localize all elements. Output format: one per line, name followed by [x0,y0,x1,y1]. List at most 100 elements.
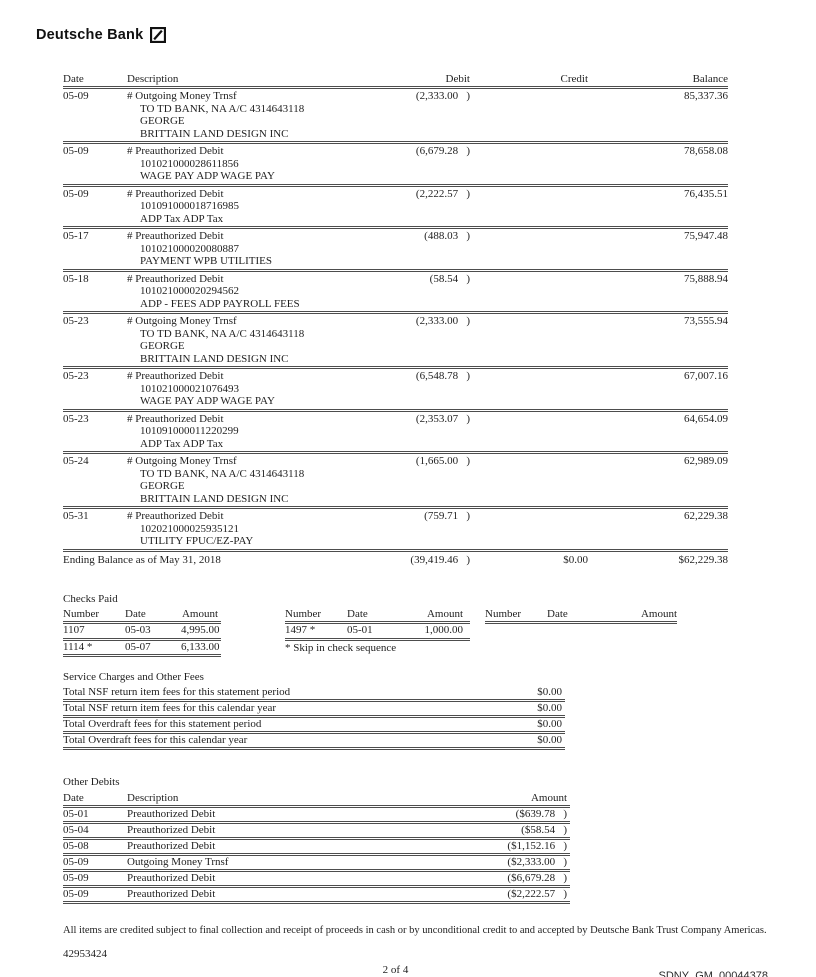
check-sequence-note: * Skip in check sequence [285,641,397,654]
transaction-credit [470,188,588,226]
other-debit-row: 05-01 Preauthorized Debit ($639.78 ) [63,808,570,824]
fee-row: Total Overdraft fees for this statement … [63,718,565,734]
transaction-row: 05-09 # Outgoing Money Trnsf TO TD BANK,… [63,89,728,144]
fee-label: Total NSF return item fees for this stat… [63,686,291,698]
transaction-debit: (6,679.28 ) [415,145,470,157]
transactions-table: Date Description Debit Credit Balance 05… [63,73,728,567]
transaction-type: # Preauthorized Debit [127,370,224,382]
other-debit-row: 05-09 Outgoing Money Trnsf ($2,333.00 ) [63,856,570,872]
other-debits-title: Other Debits [63,776,120,788]
check-date: 05-01 [347,624,373,636]
check-row: 1107 05-03 4,995.00 [63,624,221,641]
check-col-number: Number [63,607,100,620]
service-charges-title: Service Charges and Other Fees [63,671,204,683]
check-col-amount: Amount [640,607,677,620]
transaction-date: 05-23 [63,315,89,327]
transaction-balance: 67,007.16 [684,370,728,382]
transaction-type: # Preauthorized Debit [127,230,224,242]
other-debit-date: 05-09 [63,856,89,868]
transaction-detail: PAYMENT WPB UTILITIES [140,255,273,267]
checks-header-row: Number Date Amount [285,607,470,624]
other-debit-amount: ($1,152.16 ) [507,840,567,852]
other-debit-row: 05-09 Preauthorized Debit ($6,679.28 ) [63,872,570,888]
transaction-debit: (2,333.00 ) [415,90,470,102]
bates-number: SDNY_GM_00044378 [658,970,768,977]
check-col-number: Number [485,607,522,620]
other-debit-row: 05-09 Preauthorized Debit ($2,222.57 ) [63,888,570,904]
transaction-reference: 102021000025935121 [140,522,239,535]
fee-row: Total NSF return item fees for this cale… [63,702,565,718]
deutsche-bank-slash-square-icon [150,27,167,43]
transaction-row: 05-23 # Preauthorized Debit 101091000011… [63,412,728,454]
ending-balance-debit: (39,419.46 ) [410,553,470,566]
other-debit-date: 05-04 [63,824,89,836]
other-debits-section: Other Debits Date Description Amount 05-… [63,776,570,904]
transaction-detail: BRITTAIN LAND DESIGN INC [140,127,289,140]
transaction-description: # Preauthorized Debit 101021000028611856… [127,145,338,183]
fee-amount: $0.00 [537,734,562,746]
transaction-debit: (2,333.00 ) [415,315,470,327]
transaction-balance: 85,337.36 [684,90,728,102]
transaction-balance: 62,229.38 [684,510,728,522]
transaction-date: 05-18 [63,272,89,285]
transaction-row: 05-17 # Preauthorized Debit 101021000020… [63,229,728,272]
check-col-date: Date [125,607,146,620]
other-debit-date: 05-09 [63,888,89,900]
transaction-type: # Outgoing Money Trnsf [127,90,237,102]
page-number: 2 of 4 [382,964,409,976]
transaction-description: # Outgoing Money Trnsf TO TD BANK, NA A/… [127,90,338,140]
transaction-row: 05-23 # Outgoing Money Trnsf TO TD BANK,… [63,314,728,369]
transaction-detail: BRITTAIN LAND DESIGN INC [140,492,289,505]
check-number: 1114 * [63,640,93,653]
ending-balance-row: Ending Balance as of May 31, 2018 (39,41… [63,552,728,567]
check-date: 05-03 [125,624,151,636]
check-amount: 6,133.00 [181,640,220,653]
transaction-debit: (6,548.78 ) [415,370,470,382]
transaction-type: # Preauthorized Debit [127,187,224,200]
transaction-credit [470,413,588,451]
bank-logo: Deutsche Bank [36,25,816,45]
checks-header-row: Number Date Amount [63,607,221,624]
reference-number: 42953424 [63,948,107,960]
transaction-credit [470,145,588,183]
other-debit-description: Preauthorized Debit [127,824,216,836]
other-debit-date: 05-08 [63,840,89,852]
transaction-credit [470,273,588,311]
transaction-balance: 78,658.08 [684,145,728,157]
check-number: 1107 [63,624,85,636]
transaction-balance: 76,435.51 [684,187,728,200]
transaction-description: # Preauthorized Debit 101091000011220299… [127,413,338,451]
transaction-credit [470,455,588,505]
check-col-amount: Amount [181,607,218,620]
transaction-type: # Preauthorized Debit [127,145,224,157]
check-col-amount: Amount [426,607,463,620]
statement-content: Date Description Debit Credit Balance 05… [63,73,768,977]
check-row: 1497 * 05-01 1,000.00 [285,624,470,641]
other-debit-description: Preauthorized Debit [127,840,216,852]
checks-table-1: Number Date Amount 1107 05-03 4,995.00 [63,607,221,657]
other-debit-description: Preauthorized Debit [127,872,216,884]
transaction-description: # Preauthorized Debit 101021000020294562… [127,273,338,311]
check-row: 1114 * 05-07 6,133.00 [63,640,221,657]
ending-balance-label: Ending Balance as of May 31, 2018 [63,553,221,566]
transaction-row: 05-09 # Preauthorized Debit 101091000018… [63,187,728,229]
transactions-header-row: Date Description Debit Credit Balance [63,73,728,89]
other-debit-date: 05-09 [63,872,89,884]
other-debit-row: 05-08 Preauthorized Debit ($1,152.16 ) [63,840,570,856]
check-col-date: Date [347,607,368,620]
transaction-row: 05-31 # Preauthorized Debit 102021000025… [63,509,728,552]
transaction-row: 05-24 # Outgoing Money Trnsf TO TD BANK,… [63,454,728,509]
checks-paid-title: Checks Paid [63,592,118,605]
transaction-description: # Outgoing Money Trnsf TO TD BANK, NA A/… [127,455,338,505]
transaction-description: # Preauthorized Debit 101091000018716985… [127,188,338,226]
transaction-date: 05-09 [63,187,89,200]
transaction-type: # Outgoing Money Trnsf [127,455,237,467]
transaction-reference: 101091000018716985 [140,200,239,212]
transaction-date: 05-23 [63,412,89,425]
fee-row: Total Overdraft fees for this calendar y… [63,734,565,750]
transaction-row: 05-18 # Preauthorized Debit 101021000020… [63,272,728,314]
transaction-credit [470,370,588,408]
transaction-debit: (2,222.57 ) [415,187,470,200]
page-footer-line: 2 of 4 SDNY_GM_00044378 [63,964,768,977]
col-header-credit: Credit [560,73,589,85]
